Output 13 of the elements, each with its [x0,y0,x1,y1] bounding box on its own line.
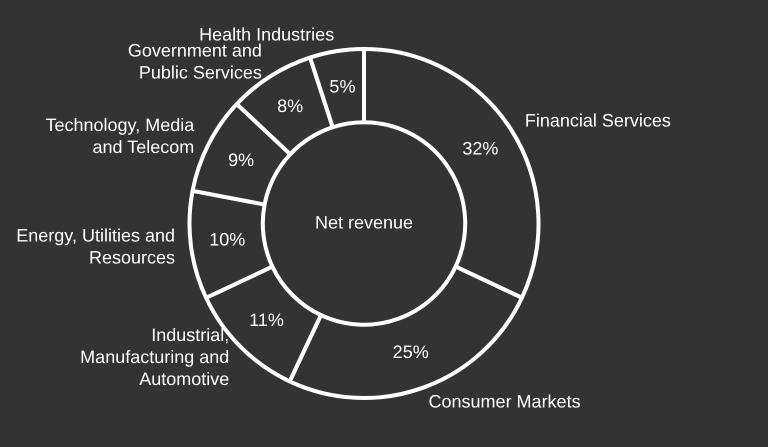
data-label: 25% [392,342,429,362]
slice-label: Technology, Media and Telecom [46,114,196,157]
slice-label: Energy, Utilities and Resources [16,225,175,268]
data-label: 9% [228,150,254,170]
data-label: 10% [209,230,246,250]
slice-label: Consumer Markets [428,392,581,412]
slice-label: Industrial, Manufacturing and Automotive [80,325,230,390]
data-label: 8% [277,96,304,116]
slice-label: Financial Services [524,110,671,130]
data-label: 11% [249,310,284,330]
text: Net revenue [314,212,414,232]
data-label: 32% [462,138,498,159]
data-label: 5% [329,76,356,96]
